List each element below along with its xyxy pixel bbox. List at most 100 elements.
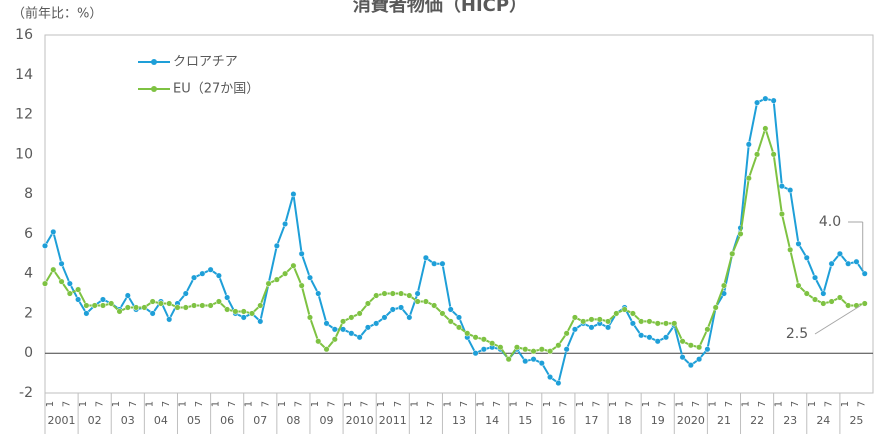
month-tick-label: 1 — [45, 401, 56, 407]
point — [41, 242, 49, 249]
series-line — [44, 97, 866, 385]
month-tick-label: 7 — [525, 401, 536, 407]
point — [41, 280, 49, 287]
point — [290, 262, 297, 269]
month-tick-label: 1 — [211, 401, 222, 407]
month-tick-label: 7 — [62, 401, 73, 407]
point — [811, 296, 819, 303]
point — [364, 300, 371, 307]
point — [654, 320, 661, 327]
x-tick-label: 2001 — [48, 414, 76, 427]
point — [224, 306, 231, 313]
x-tick-label: 05 — [187, 414, 201, 427]
point — [455, 314, 463, 321]
point — [811, 274, 819, 281]
month-tick-label: 7 — [393, 401, 404, 407]
x-tick-label: 25 — [849, 414, 863, 427]
point — [439, 260, 446, 267]
point — [522, 358, 529, 365]
point — [207, 266, 214, 273]
point — [66, 290, 73, 297]
point — [704, 346, 711, 353]
point — [513, 344, 521, 351]
month-tick-label: 7 — [790, 401, 801, 407]
point — [257, 318, 264, 325]
point — [373, 292, 380, 299]
point — [754, 151, 761, 158]
point — [654, 338, 661, 345]
month-tick-label: 7 — [161, 401, 172, 407]
point — [348, 330, 355, 337]
point — [215, 272, 222, 279]
point — [290, 191, 297, 198]
point — [836, 294, 843, 301]
y-tick-label: 12 — [15, 107, 33, 123]
point — [323, 346, 330, 353]
y-tick-label: 16 — [15, 27, 33, 43]
legend-label: EU（27か国） — [173, 82, 259, 97]
x-tick-label: 02 — [88, 414, 102, 427]
month-tick-label: 7 — [128, 401, 139, 407]
x-tick-label: 16 — [551, 414, 565, 427]
x-tick-label: 2011 — [379, 414, 407, 427]
month-tick-label: 7 — [625, 401, 636, 407]
point — [787, 246, 794, 253]
point — [580, 318, 587, 325]
month-tick-label: 1 — [310, 401, 321, 407]
point — [99, 302, 107, 309]
point — [770, 97, 777, 104]
legend-marker — [151, 59, 157, 65]
x-tick-label: 06 — [220, 414, 234, 427]
month-tick-label: 7 — [691, 401, 702, 407]
x-tick-label: 08 — [286, 414, 300, 427]
point — [596, 316, 603, 323]
point — [75, 286, 82, 293]
point — [555, 342, 562, 349]
point — [828, 260, 835, 267]
point — [190, 302, 198, 309]
point — [505, 356, 512, 363]
annotation: 2.5 — [786, 326, 808, 342]
point — [754, 99, 761, 106]
month-tick-label: 1 — [741, 401, 752, 407]
point — [745, 141, 752, 148]
point — [207, 302, 214, 309]
point — [447, 318, 454, 325]
point — [406, 292, 413, 299]
point — [439, 310, 446, 317]
point — [489, 340, 496, 347]
point — [679, 354, 686, 361]
month-tick-label: 7 — [724, 401, 735, 407]
point — [729, 250, 736, 257]
x-tick-label: 23 — [783, 414, 797, 427]
point — [331, 326, 338, 333]
point — [99, 296, 107, 303]
month-tick-label: 1 — [277, 401, 288, 407]
point — [720, 282, 728, 289]
point — [563, 346, 570, 353]
point — [108, 300, 115, 307]
point — [737, 230, 744, 237]
point — [795, 240, 802, 247]
month-tick-label: 7 — [327, 401, 338, 407]
point — [199, 302, 206, 309]
plot-frame — [44, 34, 874, 394]
month-tick-label: 1 — [774, 401, 785, 407]
month-tick-label: 7 — [823, 401, 834, 407]
point — [124, 304, 131, 311]
month-tick-label: 7 — [558, 401, 569, 407]
month-tick-label: 1 — [343, 401, 354, 407]
x-tick-label: 22 — [750, 414, 764, 427]
point — [803, 254, 810, 261]
month-tick-label: 1 — [376, 401, 387, 407]
x-tick-label: 17 — [584, 414, 598, 427]
point — [190, 274, 198, 281]
point — [174, 304, 181, 311]
point — [215, 298, 222, 305]
point — [820, 300, 827, 307]
point — [555, 380, 562, 387]
series-line — [44, 125, 865, 361]
point — [273, 276, 280, 283]
month-tick-label: 1 — [542, 401, 553, 407]
